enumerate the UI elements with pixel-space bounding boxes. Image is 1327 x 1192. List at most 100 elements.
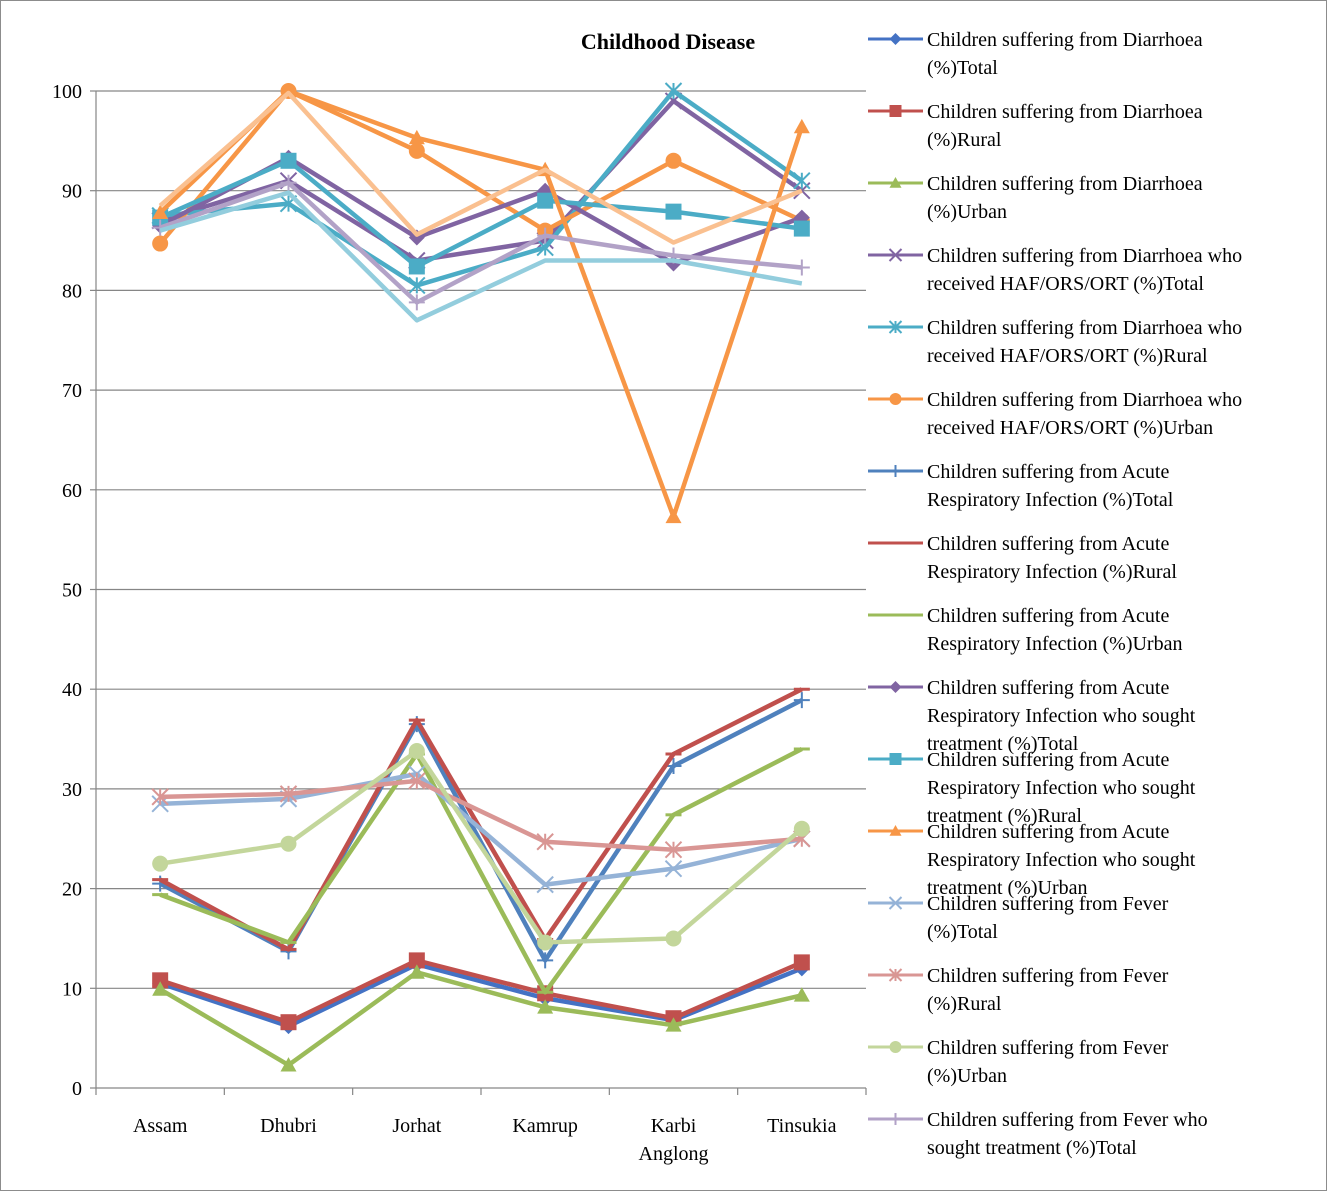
data-point bbox=[408, 772, 426, 790]
legend-label: (%)Urban bbox=[927, 201, 1007, 223]
data-point bbox=[793, 172, 811, 190]
series-8 bbox=[152, 687, 810, 952]
data-point bbox=[537, 934, 554, 951]
legend-label: treatment (%)Rural bbox=[927, 805, 1082, 827]
data-point bbox=[280, 174, 297, 191]
data-point bbox=[664, 859, 683, 878]
data-point bbox=[537, 952, 554, 969]
legend-label: Children suffering from Diarrhoea who bbox=[927, 245, 1242, 267]
legend-label: Children suffering from Diarrhoea bbox=[927, 29, 1203, 51]
legend-item: Children suffering from Diarrhoea (%)Urba… bbox=[868, 173, 1203, 223]
data-point bbox=[408, 142, 425, 159]
series-line bbox=[159, 98, 804, 263]
data-point bbox=[889, 1041, 902, 1053]
series-line bbox=[159, 747, 803, 995]
y-tick-label: 60 bbox=[62, 480, 82, 502]
legend-item: Children suffering from Acute Respiratory… bbox=[868, 677, 1196, 755]
data-point bbox=[889, 105, 902, 117]
data-point bbox=[408, 952, 425, 969]
data-point bbox=[408, 258, 425, 275]
legend-item: Children suffering from Acute Respiratory… bbox=[868, 605, 1182, 655]
data-point bbox=[280, 152, 297, 169]
data-point bbox=[152, 204, 169, 220]
legend-label: Children suffering from Diarrhoea who bbox=[927, 317, 1242, 339]
data-point bbox=[536, 875, 554, 894]
y-tick-label: 80 bbox=[62, 280, 82, 302]
series-line bbox=[158, 88, 803, 245]
legend-item: Children suffering from Acute Respiratory… bbox=[868, 821, 1196, 899]
data-point bbox=[889, 465, 902, 477]
data-point bbox=[280, 835, 297, 852]
legend-label: treatment (%)Urban bbox=[927, 877, 1087, 899]
x-tick-label: Karbi bbox=[651, 1115, 697, 1137]
legend-label: Children suffering from Diarrhoea bbox=[927, 173, 1203, 195]
data-point bbox=[537, 227, 554, 244]
data-point bbox=[536, 833, 554, 851]
series-10 bbox=[152, 149, 810, 272]
data-point bbox=[279, 785, 298, 803]
legend-label: Respiratory Infection (%)Rural bbox=[927, 561, 1177, 583]
data-point bbox=[888, 248, 903, 262]
data-point bbox=[408, 129, 425, 145]
x-tick-label: Kamrup bbox=[512, 1115, 578, 1137]
legend-label: Children suffering from Acute bbox=[927, 461, 1169, 483]
legend-item: Children suffering from Acute Respiratory… bbox=[868, 749, 1196, 827]
data-point bbox=[408, 964, 425, 979]
legend-item: Children suffering from Fever who sought … bbox=[868, 1109, 1208, 1159]
x-tick-label: Tinsukia bbox=[767, 1115, 836, 1137]
series-14 bbox=[151, 772, 811, 859]
data-point bbox=[793, 692, 810, 709]
legend-label: (%)Rural bbox=[927, 993, 1002, 1015]
series-1 bbox=[152, 956, 810, 1035]
data-point bbox=[537, 192, 554, 209]
legend-item: Children suffering from Fever (%)Total bbox=[868, 893, 1169, 943]
legend-label: Respiratory Infection (%)Urban bbox=[927, 633, 1182, 655]
data-point bbox=[888, 320, 903, 334]
data-point bbox=[280, 1057, 297, 1072]
series-16 bbox=[152, 174, 810, 311]
series-line bbox=[159, 962, 803, 1029]
series-9 bbox=[152, 747, 810, 995]
legend-label: (%)Rural bbox=[927, 129, 1002, 151]
series-line bbox=[159, 158, 803, 269]
x-tick-label: Assam bbox=[133, 1115, 188, 1137]
legend-label: Children suffering from Acute bbox=[927, 533, 1169, 555]
legend-label: Respiratory Infection (%)Total bbox=[927, 489, 1174, 511]
series-line bbox=[158, 88, 804, 519]
x-tick-label: Jorhat bbox=[392, 1115, 441, 1137]
y-tick-label: 100 bbox=[52, 81, 82, 103]
data-point bbox=[151, 788, 169, 806]
data-point bbox=[889, 753, 902, 765]
series-line bbox=[159, 748, 804, 945]
series-lines bbox=[151, 82, 811, 1072]
y-tick-label: 30 bbox=[62, 779, 82, 801]
series-line bbox=[159, 190, 803, 323]
legend-label: Children suffering from Acute bbox=[927, 605, 1169, 627]
y-tick-label: 90 bbox=[62, 181, 82, 203]
legend-label: (%)Urban bbox=[927, 1065, 1007, 1087]
legend-label: Children suffering from Diarrhoea bbox=[927, 101, 1203, 123]
legend-item: Children suffering from Diarrhoea who rec… bbox=[868, 389, 1242, 439]
legend-label: Children suffering from Fever bbox=[927, 1037, 1169, 1059]
x-tick-label: Dhubri bbox=[260, 1115, 317, 1137]
legend-label: (%)Total bbox=[927, 57, 998, 79]
data-point bbox=[793, 820, 810, 837]
series-3 bbox=[152, 964, 810, 1072]
data-point bbox=[152, 855, 169, 872]
data-point bbox=[664, 841, 683, 859]
y-tick-label: 20 bbox=[62, 879, 82, 901]
y-tick-label: 0 bbox=[72, 1078, 82, 1100]
y-tick-label: 50 bbox=[62, 580, 82, 602]
data-point bbox=[665, 1017, 682, 1032]
series-17 bbox=[158, 90, 803, 245]
data-point bbox=[889, 1113, 902, 1125]
data-point bbox=[888, 968, 903, 982]
data-point bbox=[665, 508, 682, 524]
data-point bbox=[793, 118, 810, 134]
x-tick-label: Anglong bbox=[639, 1143, 709, 1165]
y-tick-label: 40 bbox=[62, 679, 82, 701]
data-point bbox=[889, 33, 902, 45]
series-12 bbox=[152, 83, 810, 524]
